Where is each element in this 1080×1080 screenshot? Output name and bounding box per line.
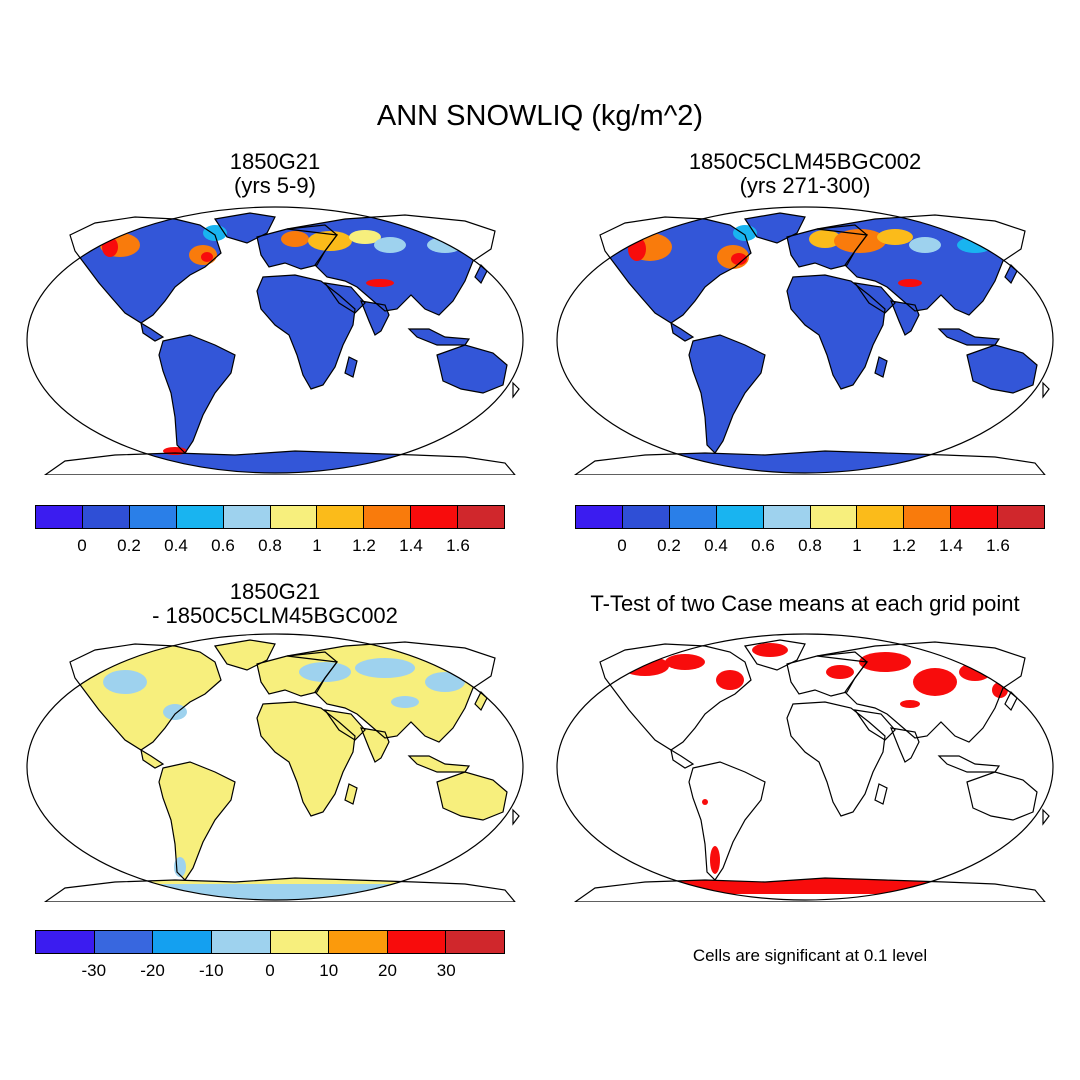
colorbar-difference-labels: -30 -20 -10 0 10 20 30 — [35, 961, 505, 981]
colorbar-tick-label: 1.4 — [399, 536, 423, 555]
colorbar-case2-labels: 0 0.2 0.4 0.6 0.8 1 1.2 1.4 1.6 — [575, 536, 1045, 556]
panel-2-title: 1850C5CLM45BGC002 (yrs 271-300) — [555, 150, 1055, 198]
colorbar-swatch — [951, 506, 999, 528]
colorbar-swatch — [387, 931, 447, 953]
panel-1-years: (yrs 5-9) — [234, 173, 316, 198]
colorbar-swatch — [82, 506, 130, 528]
panel-1-case-name: 1850G21 — [229, 149, 321, 174]
significance-note: Cells are significant at 0.1 level — [692, 946, 928, 965]
colorbar-swatch — [446, 931, 504, 953]
colorbar-swatch — [364, 506, 412, 528]
colorbar-tick-label: 0 — [77, 536, 87, 555]
panel-3-diff-label: - 1850C5CLM45BGC002 — [152, 603, 398, 628]
colorbar-tick-label: 0.6 — [751, 536, 775, 555]
colorbar-swatch — [223, 506, 271, 528]
panel-3-case-name: 1850G21 — [229, 579, 321, 604]
colorbar-swatch — [411, 506, 459, 528]
panel-3-title: 1850G21 - 1850C5CLM45BGC002 — [25, 580, 525, 628]
colorbar-swatch — [36, 506, 83, 528]
colorbar-swatch — [622, 506, 670, 528]
colorbar-tick-label: 1.6 — [446, 536, 470, 555]
colorbar-case1-labels: 0 0.2 0.4 0.6 0.8 1 1.2 1.4 1.6 — [35, 536, 505, 556]
colorbar-swatch — [270, 506, 318, 528]
colorbar-swatch — [669, 506, 717, 528]
colorbar-tick-label: 30 — [436, 961, 456, 980]
panel-4-title: T-Test of two Case means at each grid po… — [590, 591, 1020, 616]
colorbar-swatch — [94, 931, 154, 953]
colorbar-swatch — [270, 931, 330, 953]
colorbar-swatch — [36, 931, 95, 953]
colorbar-tick-label: 1.2 — [352, 536, 376, 555]
colorbar-swatch — [176, 506, 224, 528]
colorbar-tick-label: 0.8 — [798, 536, 822, 555]
colorbar-case1 — [35, 505, 505, 529]
colorbar-swatch — [317, 506, 365, 528]
map-case1 — [25, 205, 525, 475]
colorbar-tick-label: 0.4 — [704, 536, 728, 555]
colorbar-swatch — [211, 931, 271, 953]
colorbar-tick-label: 1 — [312, 536, 322, 555]
colorbar-swatch — [153, 931, 212, 953]
colorbar-difference — [35, 930, 505, 954]
colorbar-swatch — [857, 506, 905, 528]
colorbar-case2 — [575, 505, 1045, 529]
map-case2 — [555, 205, 1055, 475]
figure-title: ANN SNOWLIQ (kg/m^2) — [376, 100, 704, 132]
colorbar-tick-label: 0.2 — [657, 536, 681, 555]
colorbar-tick-label: 0.4 — [164, 536, 188, 555]
map-difference — [25, 632, 525, 902]
colorbar-tick-label: 0 — [265, 961, 275, 980]
colorbar-tick-label: 0 — [617, 536, 627, 555]
colorbar-swatch — [716, 506, 764, 528]
colorbar-tick-label: 1.6 — [986, 536, 1010, 555]
colorbar-tick-label: 1.2 — [892, 536, 916, 555]
colorbar-tick-label: 1.4 — [939, 536, 963, 555]
panel-2-case-name: 1850C5CLM45BGC002 — [688, 149, 922, 174]
colorbar-swatch — [129, 506, 177, 528]
panel-2-years: (yrs 271-300) — [739, 173, 871, 198]
map-ttest — [555, 632, 1055, 902]
colorbar-tick-label: 0.6 — [211, 536, 235, 555]
colorbar-swatch — [810, 506, 858, 528]
colorbar-tick-label: 0.8 — [258, 536, 282, 555]
colorbar-tick-label: -30 — [81, 961, 107, 980]
panel-1-title: 1850G21 (yrs 5-9) — [25, 150, 525, 198]
colorbar-tick-label: -20 — [140, 961, 165, 980]
colorbar-tick-label: 10 — [319, 961, 339, 980]
colorbar-swatch — [998, 506, 1045, 528]
colorbar-swatch — [458, 506, 505, 528]
colorbar-tick-label: -10 — [198, 961, 224, 980]
colorbar-tick-label: 0.2 — [117, 536, 141, 555]
colorbar-tick-label: 1 — [852, 536, 862, 555]
colorbar-swatch — [329, 931, 388, 953]
colorbar-swatch — [904, 506, 952, 528]
colorbar-swatch — [576, 506, 623, 528]
colorbar-tick-label: 20 — [378, 961, 397, 980]
colorbar-swatch — [763, 506, 811, 528]
